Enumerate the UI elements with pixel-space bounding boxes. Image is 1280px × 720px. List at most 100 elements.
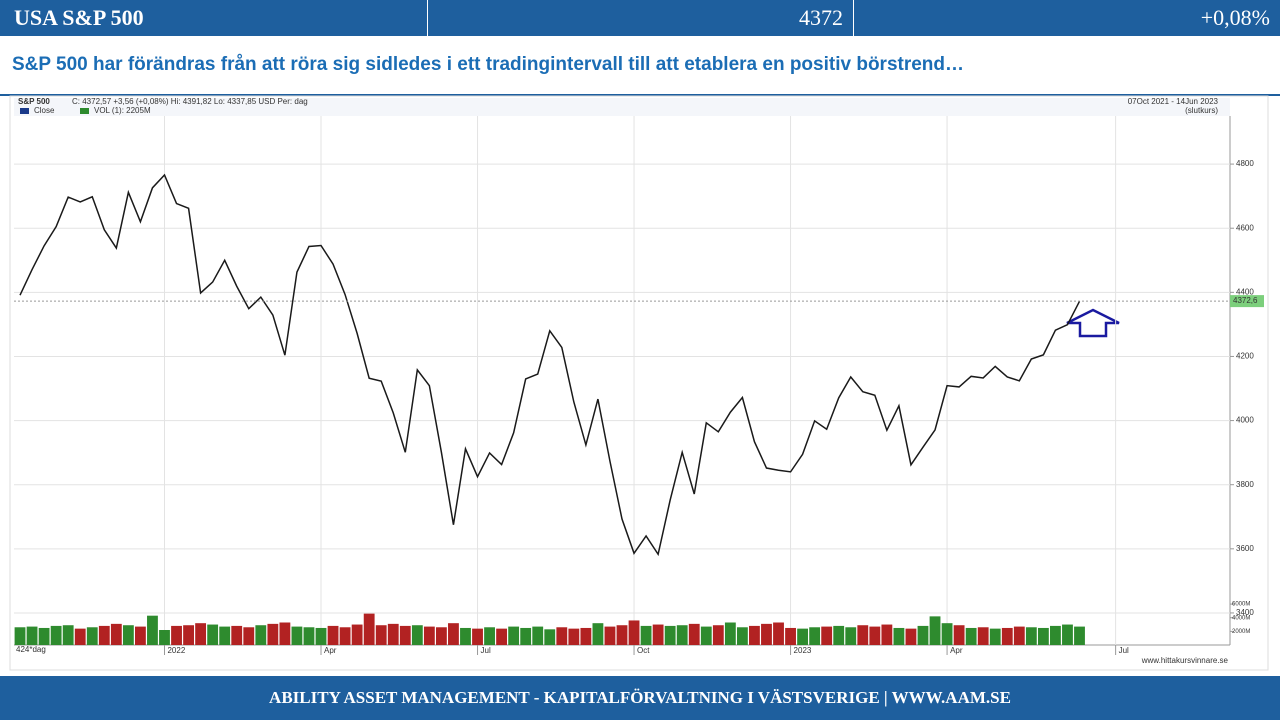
volume-bar (183, 625, 194, 645)
chart-header (14, 98, 1230, 116)
volume-bar (38, 627, 50, 645)
chart-subtitle: C: 4372,57 +3,56 (+0,08%) Hi: 4391,82 Lo… (72, 97, 308, 106)
volume-bar (387, 623, 399, 645)
volume-bar (580, 627, 592, 645)
header-title: USA S&P 500 (14, 5, 144, 30)
volume-bar (231, 625, 243, 645)
y-tick-label: 4200 (1236, 352, 1254, 361)
volume-bar (435, 627, 447, 645)
volume-bar (917, 625, 929, 645)
source: www.hittakursvinnare.se (1141, 656, 1229, 665)
volume-bar (520, 627, 532, 645)
y-tick-label: 4000M (1232, 615, 1250, 621)
volume-bar (664, 625, 676, 645)
volume-bar (929, 616, 941, 645)
chart-frame (9, 95, 1269, 671)
legend-swatch (20, 108, 29, 114)
volume-bar (122, 625, 134, 645)
volume-bar (821, 626, 833, 645)
volume-bar (243, 627, 255, 645)
x-tick-label: 2022 (167, 646, 185, 655)
x-tick-label: Oct (637, 646, 650, 655)
arrow (1066, 308, 1120, 338)
volume-bar (893, 627, 905, 645)
headline: S&P 500 har förändras från att röra sig … (12, 54, 965, 75)
x-tick-label: 2023 (794, 646, 812, 655)
header-bar: USA S&P 500 4372 +0,08% (0, 0, 1280, 38)
x-tick-label: Jul (1119, 646, 1129, 655)
volume-bar (1062, 624, 1073, 645)
price-line (19, 173, 1081, 557)
date-range: 07Oct 2021 - 14Jun 2023 (1128, 97, 1219, 106)
volume-bar (484, 627, 495, 645)
volume-bar (857, 625, 869, 645)
volume-bar (159, 630, 170, 645)
volume-bar (965, 627, 977, 645)
volume-bar (423, 626, 435, 645)
divider (0, 94, 1280, 96)
volume-bar (375, 625, 387, 645)
volume-bar (1050, 625, 1061, 645)
volume-bar (652, 624, 664, 645)
volume-bar (291, 626, 303, 645)
period-label: 424*dag (16, 645, 46, 654)
volume-bar (989, 628, 1001, 645)
chart-title: S&P 500 (18, 97, 50, 106)
volume-bar (544, 629, 556, 645)
volume-bar (628, 620, 640, 645)
y-tick-label: 2000M (1232, 629, 1250, 635)
volume-bar (700, 626, 712, 645)
x-tick-label: Jul (481, 646, 491, 655)
volume-bar (267, 623, 279, 645)
y-tick-label: 4600 (1236, 223, 1254, 232)
volume-bar (845, 627, 857, 645)
volume-bar (736, 627, 748, 645)
footer: ABILITY ASSET MANAGEMENT - KAPITALFÖRVAL… (0, 676, 1280, 720)
volume-bar (339, 627, 351, 645)
volume-bar (676, 625, 688, 645)
volume-bar (797, 628, 809, 645)
volume-bar (977, 627, 989, 645)
volume-bar (905, 628, 917, 645)
volume-bar (724, 622, 736, 645)
volume-bar (833, 625, 845, 645)
volume-bar (761, 623, 772, 645)
volume-bar (616, 625, 628, 645)
header-price: 4372 (799, 5, 843, 30)
volume-bar (1025, 627, 1037, 645)
volume-bar (640, 625, 652, 645)
header-change: +0,08% (1200, 5, 1270, 30)
volume-bar (219, 626, 231, 645)
y-tick-label: 4400 (1236, 287, 1254, 296)
volume-bar (207, 624, 219, 645)
y-tick-label: 3400 (1236, 608, 1254, 617)
volume-bar (1037, 627, 1049, 645)
volume-bar (195, 623, 207, 645)
volume-bar (448, 623, 459, 645)
volume-bar (460, 627, 471, 645)
legend-label: Close (34, 106, 55, 115)
y-tick-label: 4000 (1236, 416, 1254, 425)
volume-bar (568, 628, 580, 645)
volume-bar (351, 624, 363, 645)
volume-bar (496, 628, 508, 645)
x-tick-label: Apr (324, 646, 337, 655)
volume-bar (556, 627, 568, 645)
volume-bar (712, 625, 724, 645)
last-price-box (1230, 295, 1264, 308)
chart: S&P 500 C: 4372,57 +3,56 (+0,08%) Hi: 43… (9, 95, 1269, 671)
volume-bar (941, 623, 953, 645)
volume-bar (749, 625, 760, 645)
volume-bar (315, 627, 327, 645)
volume-bar (86, 627, 98, 645)
volume-bar (255, 625, 267, 645)
volume-bar (1074, 626, 1085, 645)
x-tick-label: Apr (950, 646, 963, 655)
volume-bar (50, 625, 62, 645)
volume-bar (508, 626, 520, 645)
volume-bar (62, 625, 74, 645)
volume-bar (411, 625, 423, 645)
y-tick-label: 6000M (1232, 602, 1250, 608)
volume-bar (604, 626, 616, 645)
